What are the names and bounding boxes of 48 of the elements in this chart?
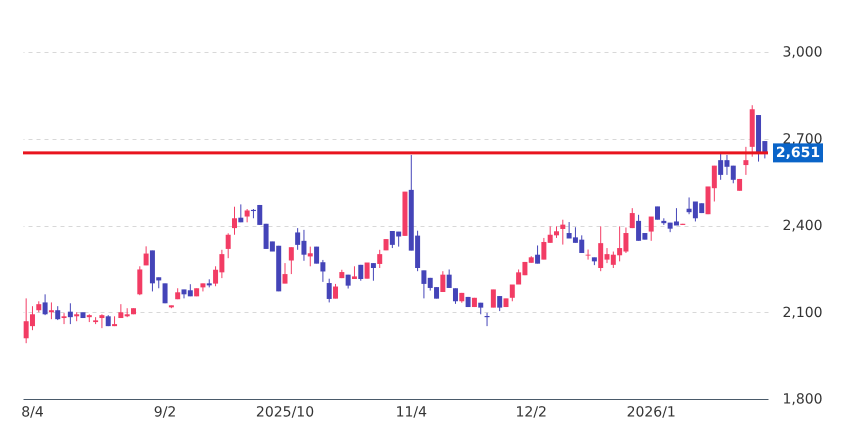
candlestick bbox=[377, 249, 382, 269]
candlestick bbox=[282, 262, 288, 284]
candlestick bbox=[244, 208, 250, 223]
candlestick bbox=[226, 232, 231, 259]
candlestick bbox=[370, 262, 376, 282]
candlestick bbox=[586, 249, 591, 260]
candlestick bbox=[162, 282, 168, 304]
candlestick bbox=[446, 268, 452, 288]
candlestick bbox=[384, 238, 389, 251]
candlestick bbox=[288, 246, 294, 275]
x-tick-label: 9/2 bbox=[154, 404, 176, 420]
candlestick bbox=[560, 219, 566, 246]
candlestick bbox=[440, 270, 446, 293]
candlestick bbox=[743, 146, 748, 176]
x-tick-label: 2026/1 bbox=[626, 404, 676, 420]
candlestick bbox=[36, 300, 42, 313]
x-tick-label: 11/4 bbox=[396, 404, 428, 420]
candlestick bbox=[346, 274, 351, 290]
candlestick bbox=[42, 294, 48, 316]
candlestick bbox=[478, 302, 484, 315]
x-tick-label: 8/4 bbox=[21, 404, 44, 420]
candlestick bbox=[308, 246, 313, 267]
candlestick bbox=[48, 302, 54, 320]
candlestick bbox=[99, 314, 104, 329]
x-tick-label: 2025/10 bbox=[256, 404, 314, 420]
candlestick bbox=[535, 244, 540, 264]
candlestick bbox=[326, 278, 332, 303]
y-tick-label: 2,100 bbox=[782, 304, 823, 321]
candlestick bbox=[510, 284, 515, 302]
candlestick bbox=[55, 306, 60, 321]
candlestick bbox=[497, 296, 502, 312]
candlestick bbox=[364, 262, 370, 280]
y-tick-label: 3,000 bbox=[782, 44, 823, 60]
candlestick bbox=[452, 288, 458, 304]
candlestick bbox=[352, 266, 357, 280]
y-tick-label: 2,400 bbox=[782, 218, 823, 234]
candlestick bbox=[68, 302, 73, 325]
candlestick bbox=[333, 283, 338, 300]
candlestick bbox=[232, 206, 238, 236]
y-tick-label: 2,700 bbox=[782, 131, 823, 148]
x-tick-label: 12/2 bbox=[516, 404, 547, 420]
candlestick bbox=[238, 204, 244, 223]
candlestick bbox=[358, 264, 364, 282]
candlestick bbox=[144, 246, 149, 266]
candlestick bbox=[648, 216, 654, 242]
candlestick bbox=[630, 208, 635, 229]
ref-line-label: 2,651 bbox=[776, 144, 820, 161]
y-tick-label: 1,800 bbox=[782, 392, 823, 408]
